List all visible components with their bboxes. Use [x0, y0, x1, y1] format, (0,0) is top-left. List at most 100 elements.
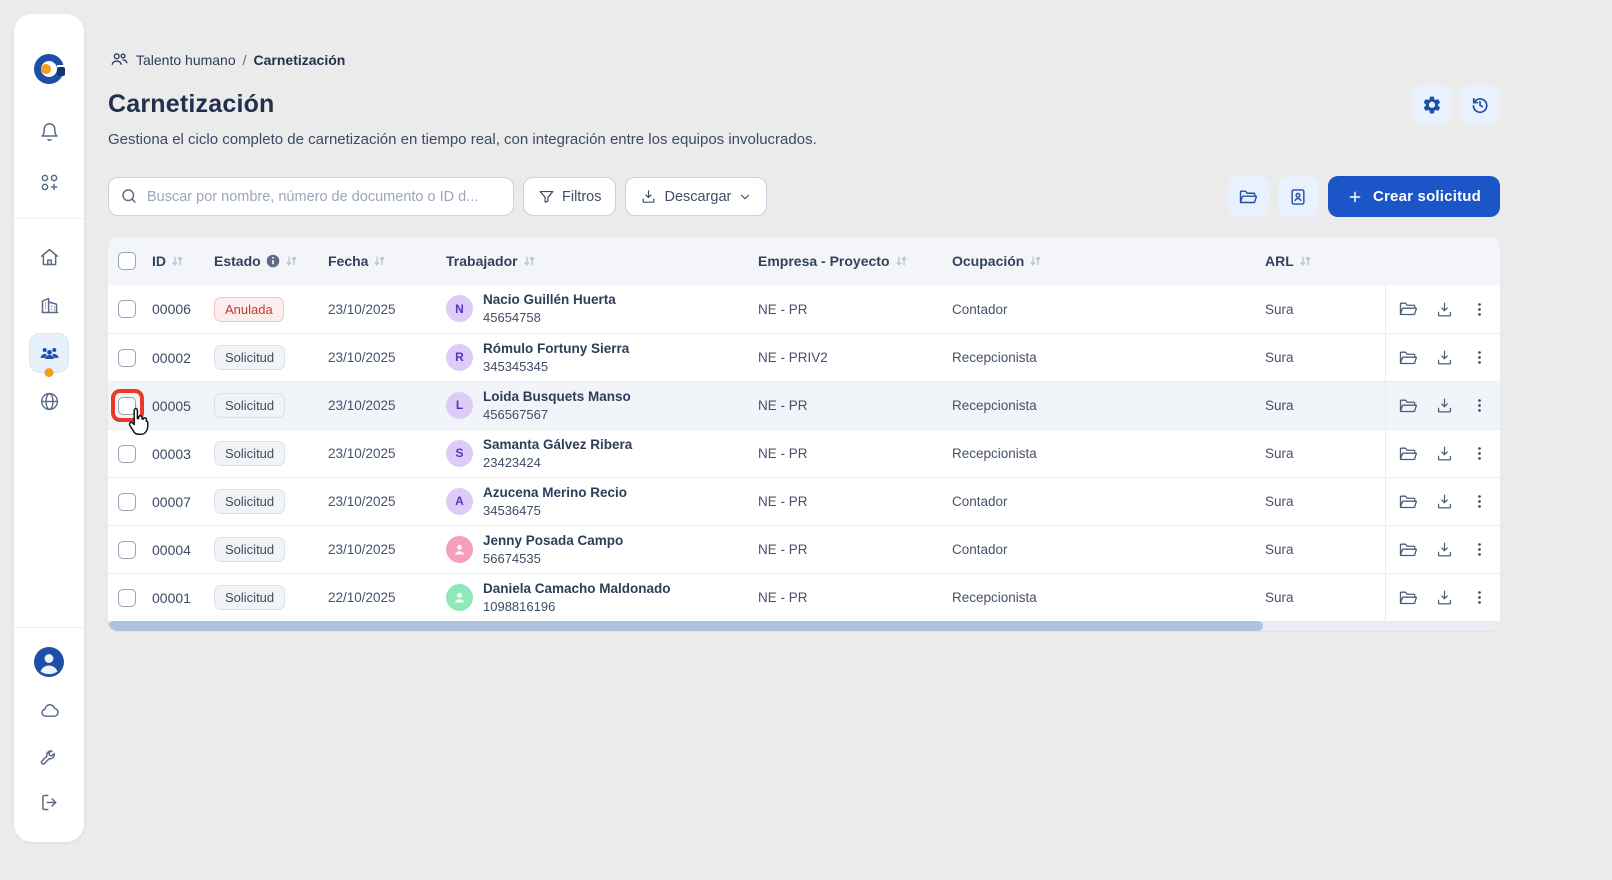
table-row[interactable]: 00003 Solicitud 23/10/2025 S Samanta Gálvez …	[108, 429, 1500, 477]
row-arl: Sura	[1265, 590, 1294, 605]
settings-button[interactable]	[1412, 85, 1452, 125]
id-badge-icon	[1291, 188, 1306, 205]
user-avatar-icon[interactable]	[33, 646, 65, 678]
globe-icon[interactable]	[37, 389, 61, 413]
more-options-action[interactable]	[1471, 445, 1488, 462]
open-folder-action[interactable]	[1398, 348, 1418, 368]
history-icon	[1472, 97, 1488, 114]
row-checkbox[interactable]	[118, 348, 136, 367]
search-input[interactable]	[108, 177, 514, 216]
column-header-arl[interactable]: ARL	[1265, 253, 1385, 269]
row-checkbox[interactable]	[118, 588, 136, 607]
wrench-icon[interactable]	[37, 744, 61, 768]
more-options-action[interactable]	[1471, 349, 1488, 366]
row-checkbox-cell	[108, 588, 152, 607]
folder-open-icon	[1399, 302, 1417, 316]
row-date: 23/10/2025	[328, 398, 396, 413]
table-row[interactable]: 00006 Anulada 23/10/2025 N Nacio Guillén Hue…	[108, 285, 1500, 333]
table-row[interactable]: 00004 Solicitud 23/10/2025 Jenny Posada Cam…	[108, 525, 1500, 573]
column-header-id[interactable]: ID	[152, 253, 214, 269]
column-header-fecha[interactable]: Fecha	[328, 253, 446, 269]
row-checkbox[interactable]	[118, 396, 136, 415]
status-cell: Anulada	[214, 296, 328, 322]
horizontal-scrollbar[interactable]	[108, 621, 1500, 631]
more-options-action[interactable]	[1471, 397, 1488, 414]
more-options-action[interactable]	[1471, 589, 1488, 606]
table-row[interactable]: 00007 Solicitud 23/10/2025 A Azucena Merino …	[108, 477, 1500, 525]
cloud-icon[interactable]	[37, 698, 61, 722]
row-actions-cell	[1385, 382, 1500, 429]
people-group-icon	[39, 347, 59, 359]
download-action[interactable]	[1435, 444, 1454, 463]
status-badge: Solicitud	[214, 537, 286, 562]
page-subtitle: Gestiona el ciclo completo de carnetizac…	[108, 131, 817, 148]
open-folder-action[interactable]	[1398, 396, 1418, 416]
row-actions-cell	[1385, 478, 1500, 525]
open-folder-action[interactable]	[1398, 299, 1418, 319]
kebab-menu-icon	[1478, 543, 1481, 556]
building-icon[interactable]	[37, 293, 61, 317]
download-action[interactable]	[1435, 348, 1454, 367]
sort-icon[interactable]	[1029, 255, 1042, 267]
row-checkbox[interactable]	[118, 492, 136, 511]
row-checkbox[interactable]	[118, 540, 136, 559]
row-company-project: NE - PR	[758, 542, 808, 557]
open-folder-action[interactable]	[1398, 588, 1418, 608]
open-folder-action[interactable]	[1398, 444, 1418, 464]
row-company-project: NE - PR	[758, 590, 808, 605]
info-icon[interactable]	[266, 254, 280, 268]
folder-button[interactable]	[1227, 176, 1269, 217]
requests-table: ID Estado Fecha Trabajador Empresa - Proyect…	[108, 237, 1500, 631]
download-action[interactable]	[1435, 396, 1454, 415]
sort-icon[interactable]	[1299, 255, 1312, 267]
breadcrumb-section[interactable]: Talento humano	[136, 51, 236, 68]
sort-icon[interactable]	[523, 255, 536, 267]
worker-avatar: R	[446, 343, 473, 371]
worker-document: 345345345	[483, 358, 549, 374]
column-header-ocupacion[interactable]: Ocupación	[952, 253, 1265, 269]
scrollbar-thumb[interactable]	[108, 621, 1264, 631]
more-options-action[interactable]	[1471, 301, 1488, 318]
history-button[interactable]	[1460, 85, 1500, 125]
open-folder-action[interactable]	[1398, 492, 1418, 512]
sort-icon[interactable]	[373, 255, 386, 267]
breadcrumb: Talento humano / Carnetización	[110, 50, 345, 69]
bell-icon[interactable]	[37, 120, 61, 144]
home-icon[interactable]	[37, 245, 61, 269]
column-header-trabajador[interactable]: Trabajador	[446, 253, 758, 269]
sort-icon[interactable]	[895, 255, 908, 267]
table-row[interactable]: 00002 Solicitud 23/10/2025 R Rómulo Fortuny …	[108, 333, 1500, 381]
row-date: 23/10/2025	[328, 350, 396, 365]
download-action[interactable]	[1435, 540, 1454, 559]
logout-icon[interactable]	[37, 790, 61, 814]
row-checkbox[interactable]	[118, 444, 136, 463]
worker-name: Samanta Gálvez Ribera	[483, 436, 633, 452]
open-folder-action[interactable]	[1398, 540, 1418, 560]
column-header-estado[interactable]: Estado	[214, 253, 328, 269]
more-options-action[interactable]	[1471, 541, 1488, 558]
apps-add-icon[interactable]	[37, 170, 61, 194]
row-actions-cell	[1385, 574, 1500, 621]
company-logo[interactable]	[34, 54, 66, 84]
select-all-checkbox[interactable]	[118, 252, 136, 270]
sort-icon[interactable]	[285, 255, 298, 267]
sidebar-item-talento-humano[interactable]	[29, 333, 69, 377]
table-row[interactable]: 00001 Solicitud 22/10/2025 Daniela Camacho …	[108, 573, 1500, 621]
download-action[interactable]	[1435, 492, 1454, 511]
filters-button[interactable]: Filtros	[523, 177, 617, 216]
download-button[interactable]: Descargar	[625, 177, 768, 216]
breadcrumb-current: Carnetización	[253, 51, 346, 68]
create-request-button[interactable]: Crear solicitud	[1327, 176, 1500, 217]
create-request-label: Crear solicitud	[1372, 188, 1481, 205]
column-label: Ocupación	[952, 253, 1025, 269]
row-checkbox[interactable]	[118, 300, 136, 318]
column-header-empresa-proyecto[interactable]: Empresa - Proyecto	[758, 253, 952, 269]
table-row[interactable]: 00005 Solicitud 23/10/2025 L Loida Busquets …	[108, 381, 1500, 435]
badge-button[interactable]	[1277, 176, 1319, 217]
row-occupation: Recepcionista	[952, 350, 1037, 365]
more-options-action[interactable]	[1471, 493, 1488, 510]
download-action[interactable]	[1435, 300, 1454, 319]
status-cell: Solicitud	[214, 585, 328, 610]
sort-icon[interactable]	[171, 255, 184, 267]
download-action[interactable]	[1435, 588, 1454, 607]
